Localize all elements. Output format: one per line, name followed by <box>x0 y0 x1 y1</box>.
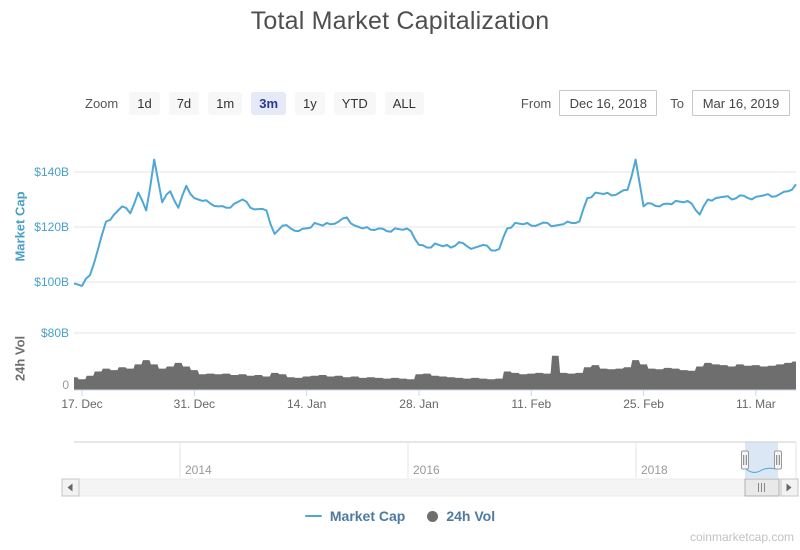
legend-item-market-cap[interactable]: Market Cap <box>304 508 406 524</box>
legend-label-market-cap: Market Cap <box>329 508 406 524</box>
x-tick-label: 28. Jan <box>399 397 438 411</box>
x-tick-label: 14. Jan <box>287 397 326 411</box>
volume-area-series <box>74 355 796 390</box>
to-date-input[interactable] <box>692 90 790 116</box>
circle-marker-icon <box>427 510 439 522</box>
navigator-year-label: 2014 <box>185 463 212 477</box>
y-tick-label: $80B <box>41 326 69 340</box>
navigator-year-label: 2018 <box>641 463 668 477</box>
x-tick-label: 11. Mar <box>736 397 776 411</box>
legend-item-24h-vol[interactable]: 24h Vol <box>427 508 495 524</box>
date-range-controls: From To <box>521 90 790 116</box>
scrollbar-track[interactable] <box>61 478 799 497</box>
zoom-button-ytd[interactable]: YTD <box>333 91 376 115</box>
zoom-label: Zoom <box>85 95 119 111</box>
navigator-handle-left[interactable] <box>741 450 749 470</box>
to-label: To <box>670 95 684 111</box>
page-title: Total Market Capitalization <box>250 7 550 35</box>
market-cap-line-series <box>73 158 797 287</box>
navigator-selected-range[interactable] <box>745 442 778 478</box>
from-label: From <box>520 95 552 111</box>
x-tick-label: 11. Feb <box>511 397 551 411</box>
line-marker-icon <box>304 515 322 517</box>
zoom-button-3m[interactable]: 3m <box>251 91 287 115</box>
navigator-handle-right[interactable] <box>774 450 782 470</box>
left-arrow-icon <box>67 483 73 492</box>
legend-label-24h-vol: 24h Vol <box>446 508 496 524</box>
zoom-button-7d[interactable]: 7d <box>168 91 200 115</box>
y-tick-label: $100B <box>34 275 69 289</box>
y-tick-label: 0 <box>62 378 69 392</box>
zoom-button-1m[interactable]: 1m <box>208 91 243 115</box>
right-arrow-icon <box>786 483 792 492</box>
navigator-year-label: 2016 <box>413 463 440 477</box>
watermark: coinmarketcap.com <box>689 530 794 544</box>
x-tick-label: 17. Dec <box>61 397 102 411</box>
y-tick-label: $140B <box>34 165 69 179</box>
y-tick-label: $120B <box>34 220 69 234</box>
from-date-input[interactable] <box>559 90 658 116</box>
navigator-series-line <box>745 467 778 473</box>
x-tick-label: 25. Feb <box>623 397 664 411</box>
zoom-button-1d[interactable]: 1d <box>129 91 160 115</box>
zoom-button-all[interactable]: ALL <box>384 91 424 115</box>
zoom-button-1y[interactable]: 1y <box>295 91 325 115</box>
x-tick-label: 31. Dec <box>174 397 215 411</box>
zoom-toolbar: Zoom 1d 7d 1m 3m 1y YTD ALL <box>85 90 433 116</box>
legend: Market Cap 24h Vol <box>0 508 800 524</box>
